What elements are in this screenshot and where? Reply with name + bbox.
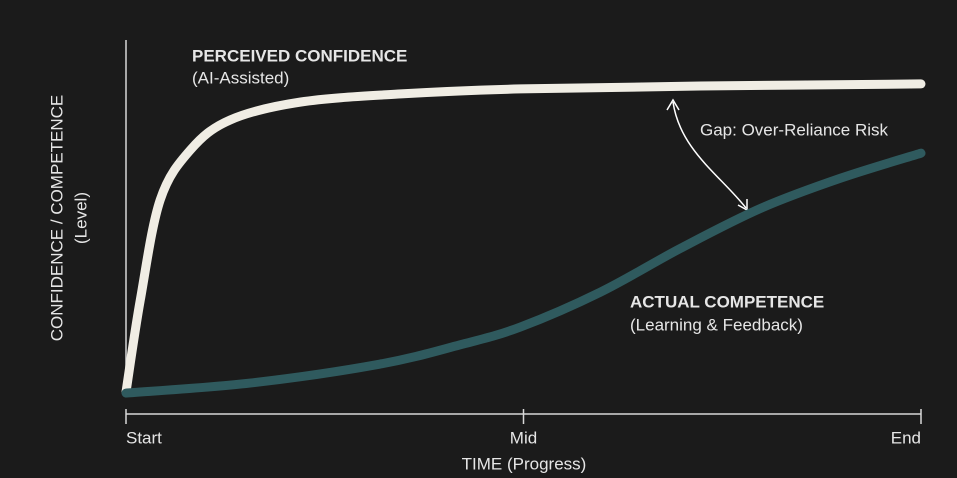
series-note: (AI-Assisted) bbox=[192, 68, 289, 87]
series-label: PERCEIVED CONFIDENCE bbox=[192, 46, 407, 65]
x-tick-label: Start bbox=[126, 428, 162, 447]
x-tick-label: Mid bbox=[510, 428, 537, 447]
series-line bbox=[121, 148, 926, 398]
y-axis-note: (Level) bbox=[71, 192, 90, 244]
y-axis-label: CONFIDENCE / COMPETENCE bbox=[47, 95, 66, 342]
gap-annotation: Gap: Over-Reliance Risk bbox=[700, 120, 889, 139]
x-axis-label: TIME (Progress) bbox=[462, 454, 587, 473]
series-line bbox=[121, 79, 926, 397]
series-note: (Learning & Feedback) bbox=[630, 315, 803, 334]
x-tick-label: End bbox=[891, 428, 921, 447]
series-label: ACTUAL COMPETENCE bbox=[630, 292, 824, 311]
